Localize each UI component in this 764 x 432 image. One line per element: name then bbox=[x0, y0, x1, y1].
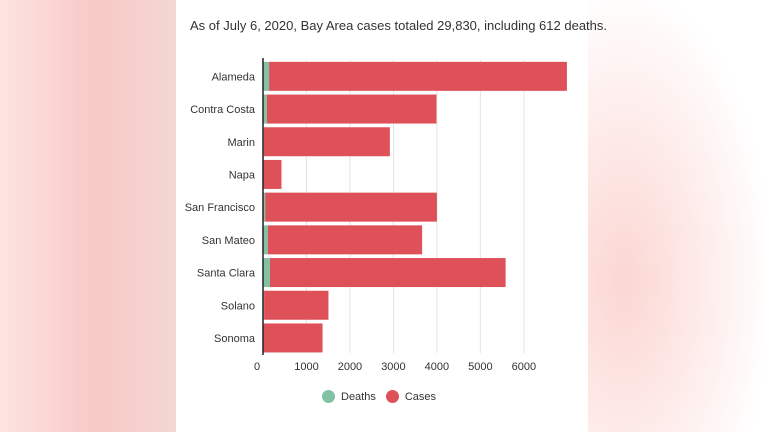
bar-deaths-santa-clara bbox=[263, 258, 270, 287]
bar-cases-napa bbox=[263, 160, 281, 189]
bar-cases-contra-costa bbox=[267, 95, 437, 124]
chart-legend: Deaths Cases bbox=[322, 390, 436, 403]
bar-chart: 0 1000 2000 3000 4000 5000 6000 Alameda Contra C… bbox=[0, 0, 764, 432]
legend-label-cases: Cases bbox=[405, 391, 436, 403]
category-label-san-francisco: San Francisco bbox=[185, 202, 255, 214]
category-label-napa: Napa bbox=[229, 169, 256, 181]
legend-label-deaths: Deaths bbox=[341, 391, 376, 403]
bar-cases-santa-clara bbox=[270, 258, 506, 287]
tick-label-4000: 4000 bbox=[425, 361, 449, 373]
tick-label-3000: 3000 bbox=[381, 361, 405, 373]
tick-label-2000: 2000 bbox=[338, 361, 362, 373]
tick-label-6000: 6000 bbox=[512, 361, 536, 373]
bar-cases-san-mateo bbox=[268, 225, 422, 254]
legend-item-deaths[interactable]: Deaths bbox=[322, 390, 376, 403]
category-label-santa-clara: Santa Clara bbox=[197, 268, 256, 280]
category-label-san-mateo: San Mateo bbox=[202, 235, 255, 247]
legend-swatch-deaths bbox=[322, 390, 335, 403]
category-label-contra-costa: Contra Costa bbox=[190, 104, 256, 116]
bar-cases-san-francisco bbox=[265, 193, 437, 222]
bar-cases-sonoma bbox=[263, 323, 322, 352]
tick-label-0: 0 bbox=[254, 361, 260, 373]
category-label-sonoma: Sonoma bbox=[214, 333, 256, 345]
category-label-solano: Solano bbox=[221, 300, 255, 312]
bar-deaths-alameda bbox=[263, 62, 269, 91]
bar-cases-marin bbox=[264, 127, 390, 156]
bar-cases-alameda bbox=[269, 62, 567, 91]
category-label-marin: Marin bbox=[227, 137, 255, 149]
legend-item-cases[interactable]: Cases bbox=[386, 390, 436, 403]
legend-swatch-cases bbox=[386, 390, 399, 403]
tick-label-5000: 5000 bbox=[468, 361, 492, 373]
bar-cases-solano bbox=[264, 291, 328, 320]
category-label-alameda: Alameda bbox=[212, 71, 256, 83]
tick-label-1000: 1000 bbox=[294, 361, 318, 373]
